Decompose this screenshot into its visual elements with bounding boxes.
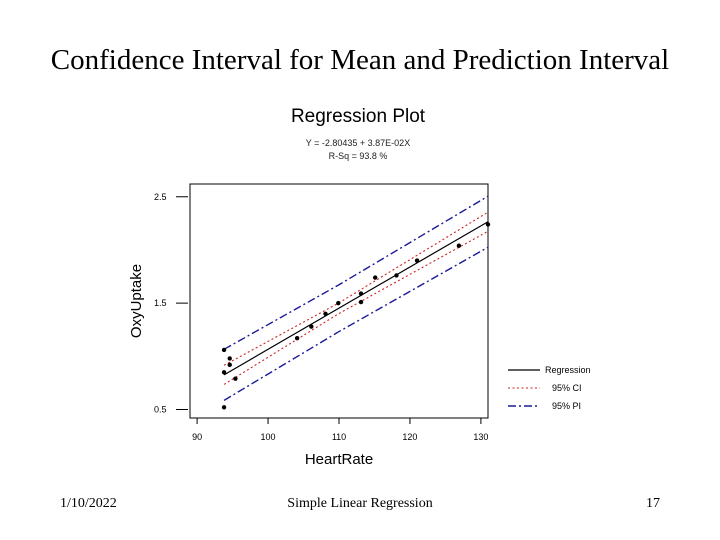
data-point xyxy=(309,324,314,329)
legend-label: 95% PI xyxy=(552,401,581,411)
data-point xyxy=(227,362,232,368)
data-point xyxy=(456,243,462,248)
data-point xyxy=(227,356,232,361)
data-point xyxy=(414,258,420,263)
data-point xyxy=(336,300,341,306)
x-axis-label: HeartRate xyxy=(305,451,373,468)
regression-line xyxy=(223,221,489,376)
pi-upper-line xyxy=(223,195,489,350)
x-tick-label: 120 xyxy=(402,432,417,442)
x-tick-label: 130 xyxy=(473,432,488,442)
pi-lower-line xyxy=(223,246,489,401)
x-tick-label: 110 xyxy=(332,432,346,442)
x-tick-label: 100 xyxy=(261,432,276,442)
data-point xyxy=(233,376,238,381)
data-point xyxy=(372,275,378,280)
data-point xyxy=(294,336,300,341)
legend: Regression 95% CI 95% PI xyxy=(508,365,591,411)
data-point xyxy=(221,347,227,353)
y-axis-label: OxyUptake xyxy=(128,264,145,338)
data-point xyxy=(485,222,491,227)
y-tick-label: 2.5 xyxy=(154,192,167,202)
legend-label: 95% CI xyxy=(552,383,582,393)
x-tick-label: 90 xyxy=(192,432,202,442)
footer-title: Simple Linear Regression xyxy=(287,496,433,511)
footer-date: 1/10/2022 xyxy=(60,496,117,511)
plot-frame xyxy=(189,183,489,419)
data-point xyxy=(221,405,227,410)
ci-lower-line xyxy=(223,230,489,385)
chart-subtitle-rsq: R-Sq = 93.8 % xyxy=(329,151,388,161)
data-point xyxy=(221,370,227,375)
ci-upper-line xyxy=(223,211,489,366)
chart-title: Regression Plot xyxy=(291,106,426,127)
chart-subtitle-equation: Y = -2.80435 + 3.87E-02X xyxy=(306,138,410,148)
legend-label: Regression xyxy=(545,365,591,375)
y-tick-label: 0.5 xyxy=(154,404,167,414)
page-number: 17 xyxy=(646,496,660,511)
data-point xyxy=(323,311,328,316)
y-tick-label: 1.5 xyxy=(154,298,167,308)
data-point xyxy=(358,299,364,305)
data-point xyxy=(394,273,399,278)
slide-title: Confidence Interval for Mean and Predict… xyxy=(50,44,670,76)
data-point xyxy=(358,291,364,296)
